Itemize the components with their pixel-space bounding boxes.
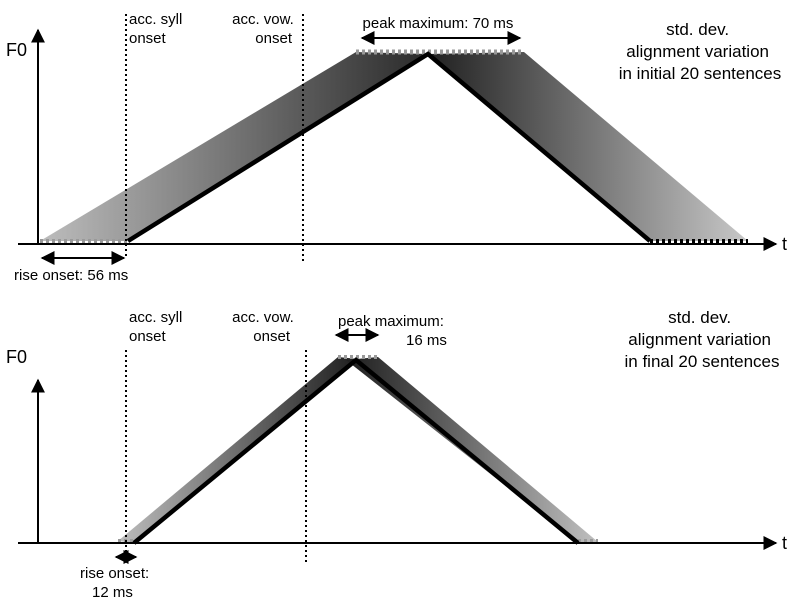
panel-final: F0 t acc. syll onset acc. vow. onset pea… — [6, 308, 787, 601]
panel-initial: F0 t acc. syll onset acc. vow. onset pea… — [6, 11, 787, 284]
rise-onset-label: rise onset: 12 ms — [80, 565, 153, 599]
rise-variation-band — [40, 52, 428, 241]
y-axis-label: F0 — [6, 347, 27, 367]
acc-syll-onset-label: acc. syll onset — [129, 11, 187, 47]
peak-maximum-label: peak maximum: 16 ms — [338, 313, 448, 349]
acc-vow-onset-label: acc. vow. onset — [232, 11, 298, 47]
rise-variation-band — [118, 357, 358, 543]
acc-vow-onset-label: acc. vow. onset — [232, 309, 298, 345]
x-axis-label: t — [782, 234, 787, 254]
f0-contour — [132, 357, 580, 545]
rise-onset-label: rise onset: 56 ms — [14, 267, 128, 284]
x-axis-label: t — [782, 533, 787, 553]
std-dev-label: std. dev. alignment variation in final 2… — [625, 308, 780, 371]
y-axis-label: F0 — [6, 40, 27, 60]
std-dev-label: std. dev. alignment variation in initial… — [619, 20, 782, 83]
f0-contour — [126, 51, 652, 243]
fall-variation-band — [428, 52, 748, 241]
acc-syll-onset-label: acc. syll onset — [129, 309, 187, 345]
peak-maximum-label: peak maximum: 70 ms — [363, 15, 514, 32]
